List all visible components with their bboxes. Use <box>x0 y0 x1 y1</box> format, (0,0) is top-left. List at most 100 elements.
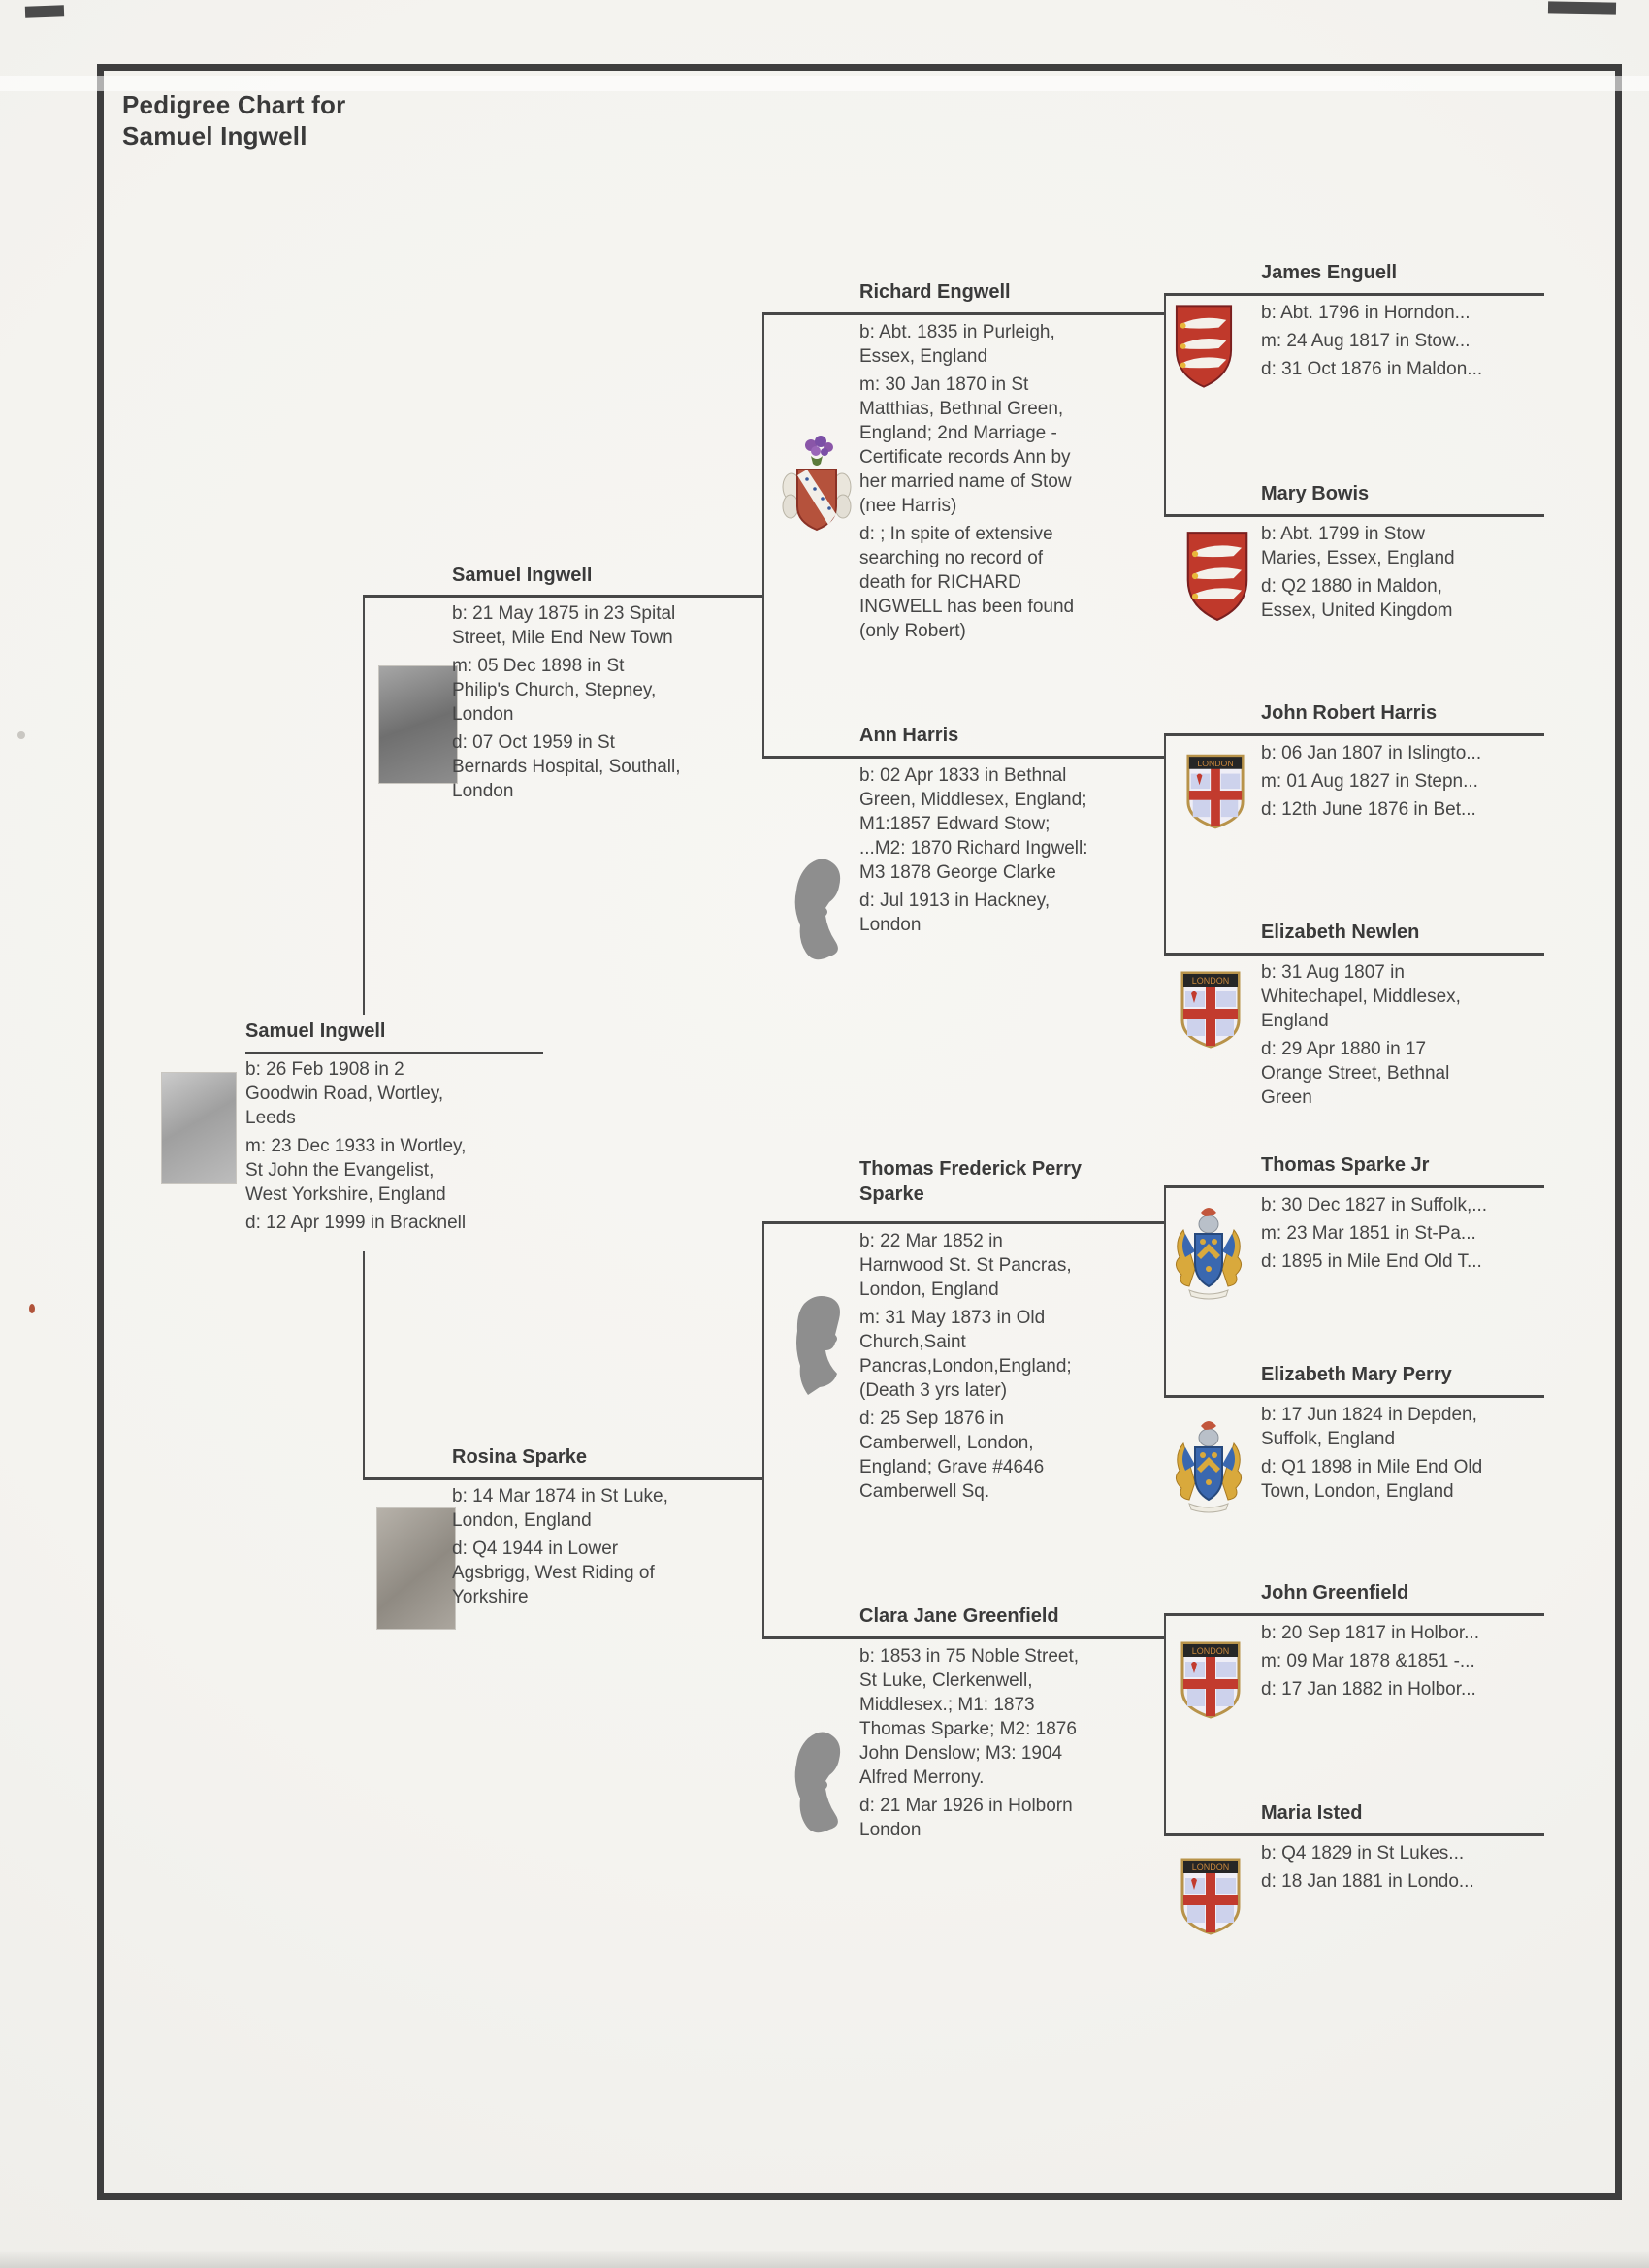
person-details: b: Q4 1829 in St Lukes... d: 18 Jan 1881… <box>1261 1841 1474 1894</box>
name-underline <box>762 1636 1164 1639</box>
person-details: b: 06 Jan 1807 in Islingto... m: 01 Aug … <box>1261 741 1481 822</box>
person-mary-bowis: Mary Bowis b: Abt. 1799 in Stow Maries, … <box>1164 481 1552 646</box>
detail-line: Pancras,London,England; <box>859 1356 1072 1377</box>
person-details: b: 20 Sep 1817 in Holbor... m: 09 Mar 18… <box>1261 1621 1479 1701</box>
detail-line: Camberwell, London, <box>859 1433 1034 1453</box>
detail-line: b: Abt. 1796 in Horndon... <box>1261 303 1471 323</box>
detail-line: Maries, Essex, England <box>1261 548 1455 568</box>
person-name: Thomas Frederick Perry Sparke <box>859 1158 1082 1205</box>
person-name: Clara Jane Greenfield <box>859 1605 1059 1627</box>
detail-line: m: 01 Aug 1827 in Stepn... <box>1261 771 1478 792</box>
person-name: Ann Harris <box>859 725 959 746</box>
detail-line: Church,Saint <box>859 1332 966 1352</box>
person-details: b: 21 May 1875 in 23 Spital Street, Mile… <box>452 601 681 803</box>
engwell-crest-icon <box>782 436 852 532</box>
connector-line <box>1164 293 1166 516</box>
scan-speck <box>17 731 25 739</box>
detail-line: b: Abt. 1799 in Stow <box>1261 524 1426 544</box>
name-underline <box>1164 1395 1544 1398</box>
detail-line: b: 02 Apr 1833 in Bethnal <box>859 765 1067 786</box>
connector-line <box>363 595 365 1015</box>
detail-line: London <box>859 915 922 935</box>
sparke-crest-icon <box>1176 1421 1242 1513</box>
name-underline <box>245 1052 543 1054</box>
detail-line: West Yorkshire, England <box>245 1184 446 1205</box>
person-name: Maria Isted <box>1261 1802 1363 1824</box>
detail-line: d: Q1 1898 in Mile End Old <box>1261 1457 1483 1477</box>
detail-line: m: 30 Jan 1870 in St <box>859 374 1029 395</box>
detail-line: her married name of Stow <box>859 471 1072 492</box>
scan-artifact <box>1547 1 1617 15</box>
person-details: b: 02 Apr 1833 in Bethnal Green, Middles… <box>859 763 1088 937</box>
detail-line: d: 21 Mar 1926 in Holborn <box>859 1796 1073 1816</box>
detail-line: Agsbrigg, West Riding of <box>452 1563 655 1583</box>
name-underline <box>1164 1185 1544 1188</box>
detail-line: St Luke, Clerkenwell, <box>859 1670 1033 1691</box>
connector-line <box>1164 733 1166 955</box>
person-name: Samuel Ingwell <box>245 1021 386 1042</box>
detail-line: Alfred Merrony. <box>859 1767 985 1788</box>
person-name: Elizabeth Mary Perry <box>1261 1364 1452 1385</box>
portrait-photo <box>378 665 458 784</box>
connector-line <box>363 1251 365 1479</box>
detail-line: Street, Mile End New Town <box>452 628 673 648</box>
detail-line: Orange Street, Bethnal <box>1261 1063 1450 1084</box>
name-underline <box>762 312 1164 315</box>
person-name: James Enguell <box>1261 262 1398 283</box>
detail-line: m: 09 Mar 1878 &1851 -... <box>1261 1651 1475 1671</box>
scan-speck <box>29 1304 35 1313</box>
detail-line: b: 26 Feb 1908 in 2 <box>245 1059 404 1080</box>
name-underline <box>1164 1613 1544 1616</box>
detail-line: England; Grave #4646 <box>859 1457 1045 1477</box>
person-samuel-ingwell-father: Samuel Ingwell b: 21 May 1875 in 23 Spit… <box>363 563 770 815</box>
detail-line: London <box>452 781 514 801</box>
person-elizabeth-newlen: Elizabeth Newlen LONDON b: 31 Aug 1807 i… <box>1164 920 1552 1133</box>
london-badge-label: LONDON <box>1192 976 1230 986</box>
detail-line: Goodwin Road, Wortley, <box>245 1084 444 1104</box>
detail-line: d: Q4 1944 in Lower <box>452 1539 619 1559</box>
detail-line: m: 23 Mar 1851 in St-Pa... <box>1261 1223 1476 1244</box>
detail-line: b: 06 Jan 1807 in Islingto... <box>1261 743 1482 763</box>
detail-line: Middlesex.; M1: 1873 <box>859 1695 1035 1715</box>
person-details: b: 14 Mar 1874 in St Luke, London, Engla… <box>452 1484 668 1609</box>
scan-bottom-shadow <box>0 2251 1649 2268</box>
detail-line: Matthias, Bethnal Green, <box>859 399 1064 419</box>
detail-line: Bernards Hospital, Southall, <box>452 757 681 777</box>
detail-line: death for RICHARD <box>859 572 1021 593</box>
detail-line: London <box>859 1820 922 1840</box>
detail-line: Whitechapel, Middlesex, <box>1261 987 1461 1007</box>
person-ann-harris: Ann Harris b: 02 Apr 1833 in Bethnal Gre… <box>762 723 1170 994</box>
name-underline <box>1164 293 1544 296</box>
connector-line <box>1164 1613 1166 1835</box>
person-richard-engwell: Richard Engwell b: Abt. 1835 in Purleigh… <box>762 279 1170 658</box>
name-underline <box>363 595 762 598</box>
detail-line: d: 12 Apr 1999 in Bracknell <box>245 1213 467 1233</box>
person-details: b: Abt. 1799 in Stow Maries, Essex, Engl… <box>1261 522 1455 623</box>
person-name: Richard Engwell <box>859 281 1011 303</box>
detail-line: b: 30 Dec 1827 in Suffolk,... <box>1261 1195 1488 1215</box>
detail-line: Philip's Church, Stepney, <box>452 680 657 700</box>
person-details: b: Abt. 1796 in Horndon... m: 24 Aug 181… <box>1261 301 1482 381</box>
detail-line: Essex, United Kingdom <box>1261 600 1453 621</box>
person-details: b: 30 Dec 1827 in Suffolk,... m: 23 Mar … <box>1261 1193 1487 1274</box>
detail-line: John Denslow; M3: 1904 <box>859 1743 1063 1764</box>
detail-line: (nee Harris) <box>859 496 957 516</box>
person-name: Elizabeth Newlen <box>1261 922 1420 943</box>
detail-line: d: 12th June 1876 in Bet... <box>1261 799 1476 820</box>
name-underline <box>762 1221 1164 1224</box>
detail-line: m: 24 Aug 1817 in Stow... <box>1261 331 1471 351</box>
detail-line: (Death 3 yrs later) <box>859 1380 1008 1401</box>
detail-line: Green <box>1261 1087 1312 1108</box>
detail-line: Harnwood St. St Pancras, <box>859 1255 1072 1276</box>
detail-line: Camberwell Sq. <box>859 1481 990 1502</box>
london-badge-icon: LONDON <box>1180 971 1241 1049</box>
london-badge-icon: LONDON <box>1180 1858 1241 1935</box>
person-name: John Greenfield <box>1261 1582 1409 1604</box>
detail-line: London, England <box>859 1280 999 1300</box>
detail-line: M3 1878 George Clarke <box>859 862 1056 883</box>
london-badge-icon: LONDON <box>1186 754 1245 829</box>
person-clara-jane-greenfield: Clara Jane Greenfield b: 1853 in 75 Nobl… <box>762 1604 1170 1885</box>
detail-line: Certificate records Ann by <box>859 447 1071 468</box>
detail-line: England; 2nd Marriage - <box>859 423 1057 443</box>
